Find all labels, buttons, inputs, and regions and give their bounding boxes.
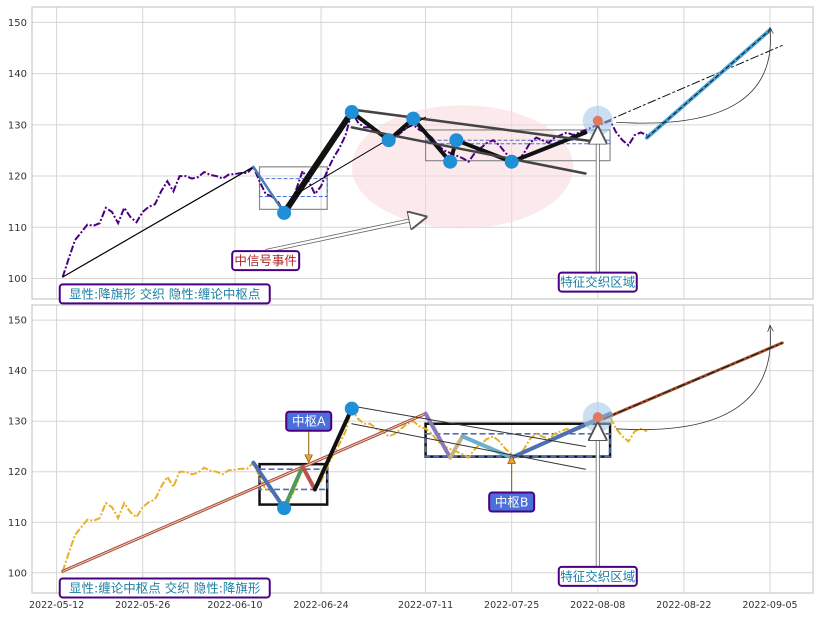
y-tick-label: 130: [8, 417, 27, 428]
y-tick-label: 150: [8, 316, 27, 327]
trend-segment: [281, 109, 355, 216]
annotation-box: [557, 271, 638, 293]
x-tick-label: 2022-06-24: [293, 600, 348, 611]
annotation-label: 中枢B: [495, 495, 529, 510]
y-tick-label: 120: [8, 467, 27, 478]
plot-frame: [31, 304, 814, 594]
trend-segment: [603, 44, 783, 123]
y-tick-label: 140: [8, 69, 27, 80]
trend-segment: [251, 460, 287, 511]
trend-segment: [448, 434, 465, 460]
trend-segment: [351, 405, 586, 447]
pivot-point: [344, 105, 359, 120]
y-tick-label: 100: [8, 274, 27, 285]
y-tick-label: 110: [8, 518, 27, 529]
pivot-point: [443, 154, 458, 169]
trend-segment: [350, 108, 606, 145]
price-line: [61, 406, 648, 572]
target-dot: [592, 115, 603, 126]
x-tick-label: 2022-05-26: [115, 600, 170, 611]
y-tick-label: 140: [8, 366, 27, 377]
y-tick-label: 120: [8, 172, 27, 183]
annotation-label: 显性:降旗形 交织 隐性:缠论中枢点: [69, 286, 260, 301]
trend-segment: [312, 406, 354, 492]
x-tick-label: 2022-07-11: [398, 600, 453, 611]
trend-segment: [62, 413, 427, 572]
y-tick-label: 110: [8, 223, 27, 234]
annotation-label: 特征交织区域: [560, 275, 635, 290]
y-tick-label: 130: [8, 120, 27, 131]
x-tick-label: 2022-09-05: [742, 600, 797, 611]
price-line: [61, 109, 648, 278]
zone-box: [258, 166, 328, 210]
trend-segment: [423, 411, 453, 460]
x-tick-label: 2022-05-12: [29, 600, 84, 611]
trend-segment: [300, 464, 317, 492]
pivot-point: [406, 111, 421, 126]
highlight-ellipse: [351, 105, 574, 229]
pivot-point: [504, 154, 519, 169]
trend-segment: [62, 166, 254, 278]
annotation-box: [58, 577, 271, 599]
pivot-point: [344, 401, 359, 416]
trend-segment: [252, 165, 286, 215]
y-tick-label: 100: [8, 568, 27, 579]
x-tick-label: 2022-06-10: [207, 600, 262, 611]
x-tick-label: 2022-08-08: [570, 600, 625, 611]
trend-segment: [646, 29, 771, 139]
y-tick-label: 150: [8, 18, 27, 29]
trend-segment: [282, 464, 305, 511]
annotation-label: 显性:缠论中枢点 交织 隐性:降旗形: [69, 580, 261, 595]
curved-arrow: [616, 325, 770, 430]
trend-segment: [603, 342, 783, 420]
plot-frame: [31, 6, 814, 300]
curved-arrow: [616, 27, 770, 124]
annotation-label: 中信号事件: [234, 253, 297, 268]
trend-segment: [411, 116, 453, 164]
annotation-box: [488, 491, 536, 513]
x-tick-label: 2022-07-25: [484, 600, 539, 611]
annotation-box: [557, 565, 638, 587]
annotation-label: 中枢A: [292, 414, 326, 429]
x-tick-label: 2022-08-22: [656, 600, 711, 611]
annotation-box: [231, 250, 301, 272]
zone-box: [259, 178, 328, 198]
pivot-point: [449, 133, 464, 148]
trend-segment: [351, 423, 586, 470]
trend-segment: [349, 110, 391, 143]
annotation-box: [285, 410, 333, 432]
annotation-arrow: [265, 217, 426, 253]
trend-segment: [460, 434, 514, 460]
annotation-box: [58, 283, 271, 305]
pivot-point: [381, 133, 396, 148]
pivot-point: [277, 205, 292, 220]
target-dot: [592, 412, 603, 423]
trend-segment: [509, 130, 588, 164]
pivot-point: [277, 501, 292, 516]
annotation-label: 特征交织区域: [560, 569, 635, 584]
trend-segment: [295, 116, 427, 195]
